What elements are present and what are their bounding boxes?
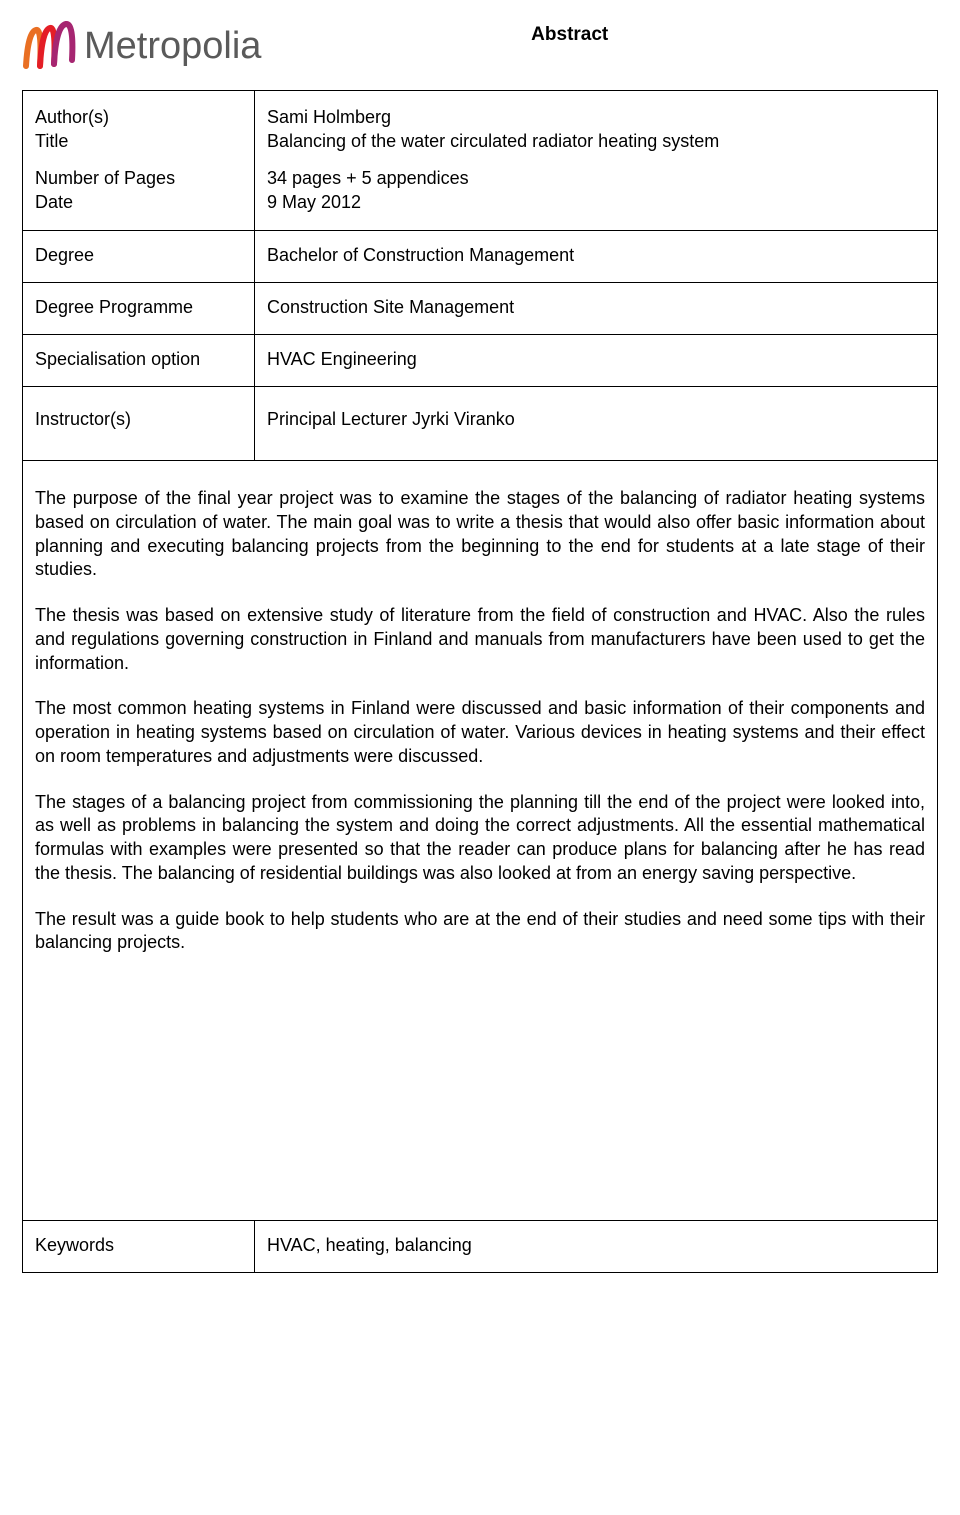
metropolia-mark-icon [22, 20, 78, 72]
body-p3: The most common heating systems in Finla… [35, 697, 925, 768]
author-value: Sami Holmberg [267, 105, 925, 129]
abstract-heading: Abstract [201, 20, 938, 46]
degree-label: Degree [23, 231, 255, 283]
degree-row: Degree Bachelor of Construction Manageme… [23, 231, 938, 283]
page-header: Metropolia Abstract [22, 20, 938, 72]
instructor-row: Instructor(s) Principal Lecturer Jyrki V… [23, 387, 938, 461]
degree-value: Bachelor of Construction Management [255, 231, 938, 283]
body-p5: The result was a guide book to help stud… [35, 908, 925, 956]
spec-label: Specialisation option [23, 335, 255, 387]
date-value: 9 May 2012 [267, 190, 925, 214]
programme-value: Construction Site Management [255, 283, 938, 335]
author-title-row: Author(s) Title Number of Pages Date Sam… [23, 91, 938, 231]
instr-label: Instructor(s) [23, 387, 255, 461]
spec-value: HVAC Engineering [255, 335, 938, 387]
keywords-label: Keywords [23, 1221, 255, 1273]
programme-label: Degree Programme [23, 283, 255, 335]
pages-label: Number of Pages [35, 166, 242, 190]
specialisation-row: Specialisation option HVAC Engineering [23, 335, 938, 387]
abstract-table: Author(s) Title Number of Pages Date Sam… [22, 90, 938, 1273]
body-p2: The thesis was based on extensive study … [35, 604, 925, 675]
body-row: The purpose of the final year project wa… [23, 461, 938, 1221]
title-label: Title [35, 129, 242, 153]
keywords-row: Keywords HVAC, heating, balancing [23, 1221, 938, 1273]
instr-value: Principal Lecturer Jyrki Viranko [255, 387, 938, 461]
body-p1: The purpose of the final year project wa… [35, 487, 925, 582]
body-p4: The stages of a balancing project from c… [35, 791, 925, 886]
programme-row: Degree Programme Construction Site Manag… [23, 283, 938, 335]
keywords-value: HVAC, heating, balancing [255, 1221, 938, 1273]
author-label: Author(s) [35, 105, 242, 129]
pages-value: 34 pages + 5 appendices [267, 166, 925, 190]
title-value: Balancing of the water circulated radiat… [267, 129, 925, 153]
date-label: Date [35, 190, 242, 214]
